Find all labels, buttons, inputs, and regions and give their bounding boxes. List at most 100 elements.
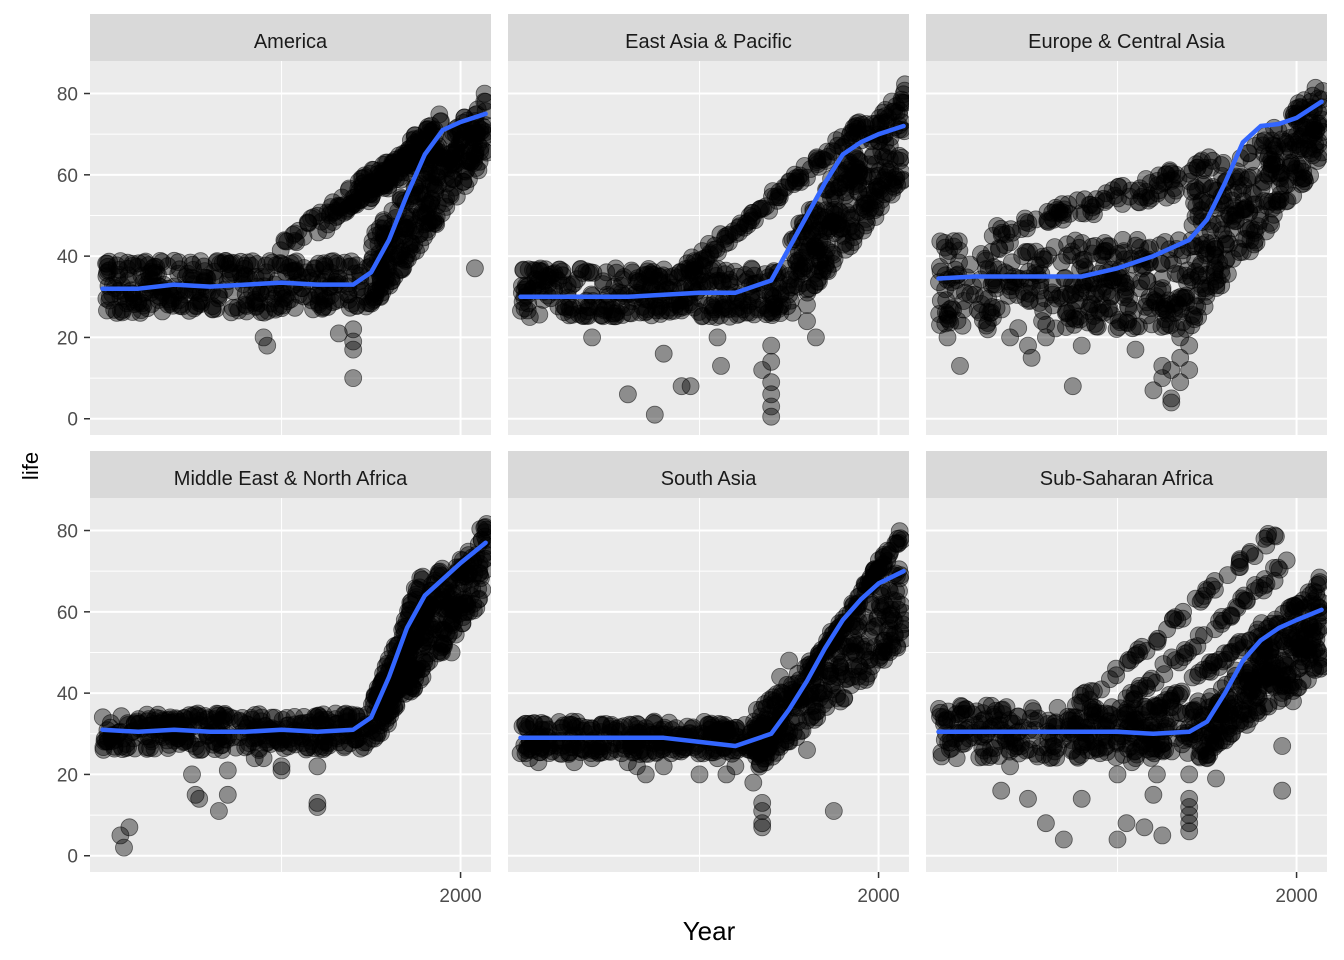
data-point bbox=[565, 753, 584, 772]
data-point bbox=[190, 789, 209, 808]
data-point bbox=[1037, 814, 1055, 833]
data-point bbox=[294, 227, 313, 246]
data-point bbox=[798, 741, 816, 759]
data-point bbox=[1047, 748, 1066, 767]
data-point bbox=[771, 304, 790, 323]
data-point bbox=[654, 757, 673, 776]
data-point bbox=[836, 240, 855, 259]
data-point bbox=[982, 696, 1001, 715]
data-point bbox=[422, 189, 441, 208]
data-point bbox=[1020, 284, 1039, 303]
data-point bbox=[1275, 654, 1294, 673]
data-point bbox=[328, 257, 347, 275]
data-point bbox=[692, 256, 711, 275]
data-point bbox=[237, 302, 256, 321]
data-point bbox=[1148, 765, 1166, 784]
data-point bbox=[1183, 161, 1202, 180]
data-point bbox=[209, 802, 228, 820]
data-point bbox=[1278, 191, 1297, 210]
data-point bbox=[284, 253, 303, 272]
data-point bbox=[762, 407, 781, 426]
data-point bbox=[425, 150, 444, 169]
data-point bbox=[275, 231, 294, 250]
data-point bbox=[1026, 256, 1045, 275]
data-point bbox=[771, 738, 790, 756]
data-point bbox=[637, 302, 656, 321]
y-tick-label: 80 bbox=[57, 85, 78, 106]
data-point bbox=[790, 256, 809, 275]
data-point bbox=[387, 247, 406, 266]
data-point bbox=[106, 730, 125, 749]
data-point bbox=[363, 185, 382, 204]
data-point bbox=[180, 301, 199, 320]
data-point bbox=[443, 616, 462, 634]
data-point bbox=[192, 294, 211, 313]
data-point bbox=[460, 602, 479, 621]
data-point bbox=[798, 312, 816, 331]
data-point bbox=[751, 199, 769, 218]
data-point bbox=[1135, 818, 1154, 837]
y-tick-label: 60 bbox=[57, 603, 78, 624]
data-point bbox=[645, 405, 664, 424]
data-point bbox=[528, 271, 547, 289]
data-point bbox=[894, 85, 909, 104]
data-point bbox=[342, 252, 361, 271]
data-point bbox=[1058, 246, 1076, 265]
data-point bbox=[308, 794, 327, 812]
data-point bbox=[442, 143, 461, 162]
data-point bbox=[1126, 340, 1145, 359]
data-point bbox=[888, 638, 907, 657]
facet-title: America bbox=[254, 31, 328, 53]
data-point bbox=[1019, 789, 1037, 808]
y-tick-label: 20 bbox=[57, 328, 78, 349]
data-point bbox=[1189, 692, 1207, 711]
data-point bbox=[848, 150, 867, 169]
data-point bbox=[1138, 271, 1157, 290]
data-point bbox=[281, 290, 300, 309]
data-point bbox=[780, 651, 798, 670]
data-point bbox=[1303, 146, 1322, 165]
data-point bbox=[564, 298, 582, 317]
facet-panel bbox=[508, 61, 909, 435]
data-point bbox=[287, 252, 306, 271]
data-point bbox=[1207, 769, 1225, 788]
data-point bbox=[775, 178, 794, 197]
data-point bbox=[1197, 265, 1216, 284]
data-point bbox=[810, 272, 828, 291]
data-point bbox=[1273, 737, 1292, 755]
y-axis-title: life bbox=[18, 452, 43, 480]
smooth-line bbox=[100, 111, 488, 291]
facet-panel bbox=[90, 61, 491, 435]
data-point bbox=[397, 156, 416, 175]
data-point bbox=[549, 271, 568, 290]
data-point bbox=[347, 297, 366, 316]
data-point bbox=[437, 168, 456, 187]
data-point bbox=[308, 757, 327, 776]
data-point bbox=[1113, 273, 1132, 292]
data-point bbox=[813, 233, 831, 252]
data-point bbox=[1001, 757, 1019, 776]
data-point bbox=[1153, 826, 1172, 845]
data-point bbox=[1063, 377, 1082, 396]
data-point bbox=[581, 263, 600, 282]
data-point bbox=[1022, 348, 1041, 367]
data-point bbox=[415, 215, 434, 234]
data-point bbox=[583, 719, 601, 738]
data-point bbox=[660, 268, 679, 287]
data-point bbox=[757, 305, 776, 324]
data-point bbox=[654, 344, 673, 363]
data-point bbox=[770, 188, 789, 207]
data-point bbox=[713, 299, 732, 317]
data-point bbox=[1108, 765, 1127, 784]
data-point bbox=[1276, 636, 1294, 655]
facet-panel bbox=[508, 498, 909, 872]
data-point bbox=[707, 240, 726, 259]
data-point bbox=[875, 171, 893, 190]
data-point bbox=[716, 234, 735, 253]
data-point bbox=[299, 214, 318, 233]
y-tick-label: 20 bbox=[57, 765, 78, 786]
data-point bbox=[1002, 714, 1021, 733]
data-point bbox=[420, 194, 439, 213]
data-point bbox=[1126, 711, 1145, 729]
data-point bbox=[742, 259, 761, 278]
